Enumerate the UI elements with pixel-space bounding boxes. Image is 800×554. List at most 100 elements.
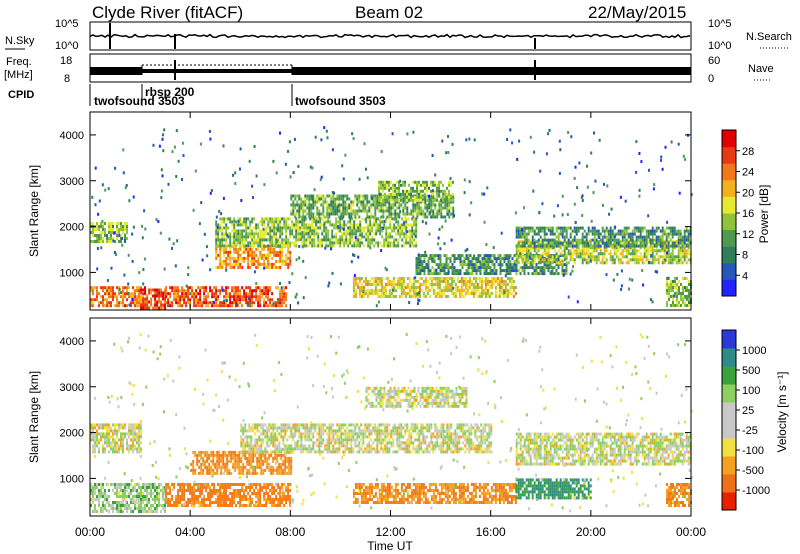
velocity-colorbar-segment [722, 474, 736, 493]
beam-label: Beam 02 [355, 3, 423, 22]
power-y-label: Slant Range [km] [27, 165, 41, 257]
velocity-colorbar-segment [722, 456, 736, 475]
velocity-colorbar-tick-label: -1000 [742, 485, 770, 497]
power-colorbar-tick-label: 16 [742, 208, 754, 220]
frequency-panel: Freq. [MHz] 18 8 60 0 Nave [4, 53, 774, 85]
velocity-colorbar-segment [722, 330, 736, 349]
noise-right-tick-high: 10^5 [708, 18, 732, 30]
power-panel: 1000 2000 3000 4000 Slant Range [km] [27, 111, 693, 311]
noise-right-tick-low: 10^0 [708, 40, 732, 52]
cpid-row: CPID rbsp 200 twofsound 3503 twofsound 3… [8, 84, 386, 108]
heatmap-region [215, 244, 292, 269]
nave-tick-high: 60 [708, 55, 720, 67]
heatmap-region [352, 483, 517, 504]
heatmap-region [515, 478, 592, 500]
velocity-colorbar: Velocity [m s⁻¹] 1000 500 100 25 -25 -100 -500… [721, 329, 789, 511]
power-colorbar-segment [722, 179, 736, 197]
noise-search-label: N.Search [746, 31, 792, 43]
heatmap-region [666, 277, 692, 307]
power-y-ticks: 1000 2000 3000 4000 [60, 130, 691, 279]
y-tick-label: 1000 [60, 267, 84, 279]
velocity-y-label: Slant Range [km] [27, 371, 41, 463]
velocity-colorbar-segment [722, 420, 736, 439]
time-axis: Time UT 00:00 04:00 08:00 12:00 16:00 20:00 00… [75, 112, 706, 553]
noise-sky-series [89, 33, 691, 39]
velocity-colorbar-tick-label: 1000 [742, 345, 766, 357]
power-colorbar-tick-label: 8 [742, 250, 748, 262]
freq-label: Freq. [6, 56, 32, 68]
nave-label: Nave [748, 63, 774, 75]
freq-band-3 [292, 67, 691, 75]
station-title: Clyde River (fitACF) [92, 3, 243, 22]
velocity-colorbar-tick-label: 25 [742, 405, 754, 417]
power-colorbar-segment [722, 262, 736, 280]
sparse-echoes [91, 126, 693, 308]
cpid-mode-2: rbsp 200 [145, 85, 195, 99]
y-tick-label: 4000 [60, 336, 84, 348]
freq-band-2 [142, 69, 292, 73]
velocity-colorbar-segment [722, 492, 736, 511]
velocity-heatmap-cells [90, 333, 693, 513]
x-tick-label: 20:00 [576, 525, 606, 539]
power-colorbar-segment [722, 279, 736, 297]
freq-tick-high: 18 [60, 55, 72, 67]
heatmap-region [365, 386, 468, 408]
cpid-mode-1: twofsound 3503 [94, 94, 185, 108]
x-tick-label: 08:00 [275, 525, 305, 539]
power-colorbar-tick-label: 24 [742, 167, 754, 179]
heatmap-region [515, 226, 692, 248]
noise-left-tick-low: 10^0 [55, 40, 79, 52]
x-tick-label: 16:00 [476, 525, 506, 539]
heatmap-region [240, 423, 493, 454]
power-colorbar-tick-label: 12 [742, 229, 754, 241]
velocity-colorbar-segment [722, 402, 736, 421]
freq-unit-label: [MHz] [4, 69, 33, 81]
heatmap-region [666, 483, 692, 507]
velocity-colorbar-tick-label: 100 [742, 385, 760, 397]
power-colorbar-label: Power [dB] [757, 185, 771, 244]
noise-left-tick-high: 10^5 [55, 18, 79, 30]
heatmap-region [140, 288, 167, 310]
heatmap-region [90, 483, 166, 513]
heatmap-region [352, 277, 517, 298]
x-tick-label: 04:00 [175, 525, 205, 539]
date-label: 22/May/2015 [588, 3, 686, 22]
velocity-colorbar-tick-label: -100 [742, 445, 764, 457]
power-colorbar-segment [722, 246, 736, 264]
power-colorbar-segment [722, 146, 736, 164]
y-tick-label: 2000 [60, 222, 84, 234]
cpid-mode-3: twofsound 3503 [295, 94, 386, 108]
heatmap-region [415, 254, 568, 276]
power-colorbar-segment [722, 196, 736, 214]
velocity-colorbar-tick-label: -25 [742, 425, 758, 437]
velocity-colorbar-segment [722, 384, 736, 403]
velocity-y-ticks: 1000 2000 3000 4000 [60, 336, 691, 485]
freq-band-1 [90, 67, 142, 75]
power-colorbar-segment [722, 213, 736, 231]
y-tick-label: 4000 [60, 130, 84, 142]
heatmap-region [90, 423, 142, 454]
velocity-colorbar-segment [722, 366, 736, 385]
nave-tick-low: 0 [708, 73, 714, 85]
y-tick-label: 3000 [60, 176, 84, 188]
velocity-colorbar-label: Velocity [m s⁻¹] [775, 371, 789, 452]
heatmap-region [165, 483, 292, 507]
x-tick-label: 00:00 [75, 525, 105, 539]
sparse-echoes [92, 333, 693, 513]
power-colorbar-tick-label: 4 [742, 270, 748, 282]
power-colorbar-segment [722, 130, 736, 148]
heatmap-region [90, 286, 146, 308]
velocity-colorbar-segment [722, 348, 736, 367]
velocity-colorbar-tick-label: -500 [742, 465, 764, 477]
time-axis-label: Time UT [367, 539, 413, 553]
heatmap-region [190, 450, 293, 475]
x-tick-label: 12:00 [375, 525, 405, 539]
power-colorbar-segment [722, 229, 736, 247]
velocity-colorbar-tick-label: 500 [742, 365, 760, 377]
heatmap-region [215, 217, 418, 248]
power-colorbar: Power [dB] 28 24 20 16 12 8 4 [721, 129, 771, 297]
power-heatmap-cells [90, 126, 693, 310]
x-tick-label: 00:00 [676, 525, 706, 539]
velocity-colorbar-segment [722, 438, 736, 457]
